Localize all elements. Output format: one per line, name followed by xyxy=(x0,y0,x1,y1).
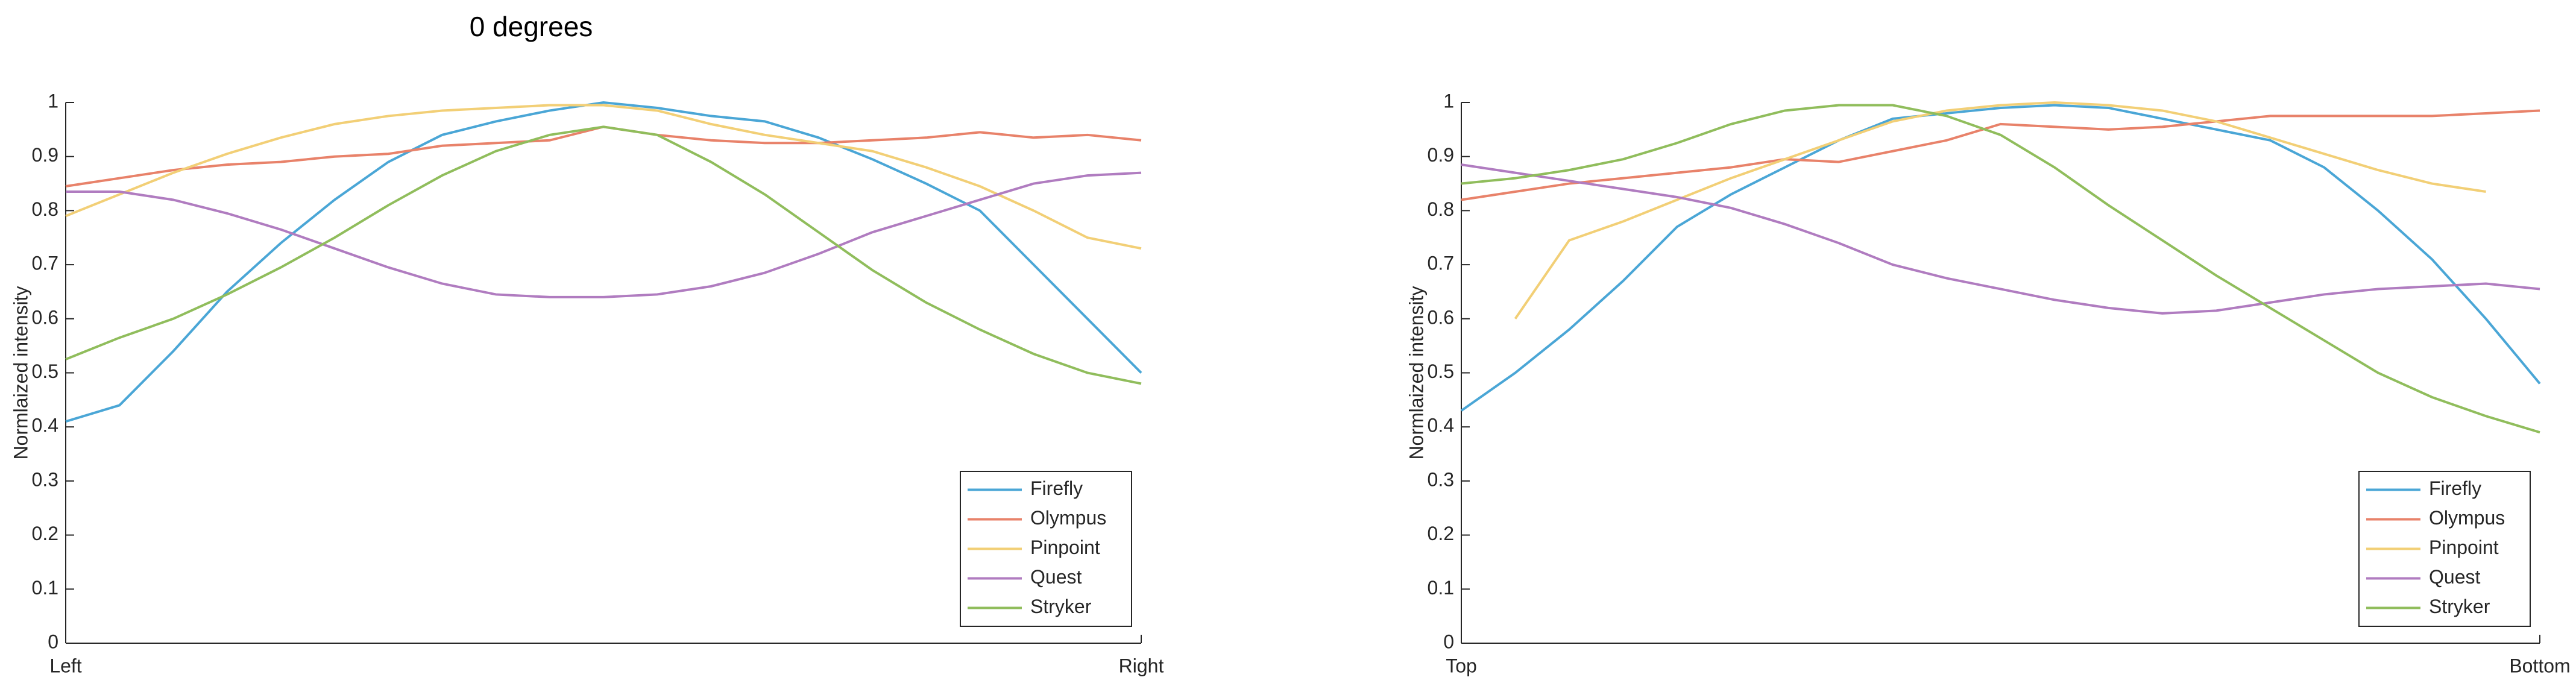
y-tick-label: 0.3 xyxy=(32,468,58,490)
legend-label: Firefly xyxy=(1030,477,1083,499)
y-tick-label: 0.6 xyxy=(32,306,58,328)
legend-label: Quest xyxy=(1030,566,1082,588)
y-tick-label: 0.1 xyxy=(32,577,58,599)
legend-label: Olympus xyxy=(2429,507,2505,529)
series-line xyxy=(1461,109,2540,201)
series-line xyxy=(1460,104,2541,412)
y-tick-label: 0.8 xyxy=(1428,198,1454,220)
y-tick-label: 0.3 xyxy=(1428,468,1454,490)
y-tick-label: 0.9 xyxy=(32,144,58,166)
x-tick-label: Right xyxy=(1119,655,1164,676)
y-axis-label: Normlaized intensity xyxy=(10,286,31,459)
y-tick-label: 0.1 xyxy=(1428,577,1454,599)
series-line xyxy=(1461,104,2540,434)
x-tick-label: Left xyxy=(49,655,81,676)
x-tick-label: Bottom xyxy=(2509,655,2570,676)
series-line xyxy=(65,125,1142,385)
x-tick-label: Top xyxy=(1446,655,1477,676)
y-tick-label: 0.5 xyxy=(1428,360,1454,382)
legend-label: Stryker xyxy=(2429,596,2490,617)
legend-label: Pinpoint xyxy=(2429,536,2499,558)
y-tick-label: 0.4 xyxy=(32,415,58,436)
y-tick-label: 0 xyxy=(48,631,58,652)
y-tick-label: 0 xyxy=(1443,631,1454,652)
y-tick-label: 0.7 xyxy=(32,253,58,274)
legend: Firefly Olympus Pinpoint Quest Stryker xyxy=(960,471,1132,627)
legend-label: Olympus xyxy=(1030,507,1106,529)
chart-title: 0 degrees xyxy=(470,11,593,42)
y-tick-label: 1 xyxy=(1443,90,1454,112)
y-tick-label: 1 xyxy=(48,90,58,112)
y-tick-label: 0.9 xyxy=(1428,144,1454,166)
y-tick-label: 0.8 xyxy=(32,198,58,220)
legend-label: Firefly xyxy=(2429,477,2481,499)
y-tick-label: 0.7 xyxy=(1428,253,1454,274)
legend-label: Quest xyxy=(2429,566,2480,588)
series-line xyxy=(65,101,1142,423)
series-line xyxy=(66,171,1142,298)
series-line xyxy=(1461,163,2540,315)
y-tick-label: 0.2 xyxy=(1428,523,1454,544)
y-tick-label: 0.4 xyxy=(1428,415,1454,436)
legend-label: Pinpoint xyxy=(1030,536,1100,558)
legend-label: Stryker xyxy=(1030,596,1092,617)
y-axis-label: Normlaized intensity xyxy=(1405,286,1427,459)
y-tick-label: 0.2 xyxy=(32,523,58,544)
series-line xyxy=(65,125,1142,188)
y-tick-label: 0.6 xyxy=(1428,306,1454,328)
series-line xyxy=(65,104,1142,250)
legend: Firefly Olympus Pinpoint Quest Stryker xyxy=(2358,471,2531,627)
series-line xyxy=(1514,101,2486,319)
y-tick-label: 0.5 xyxy=(32,360,58,382)
